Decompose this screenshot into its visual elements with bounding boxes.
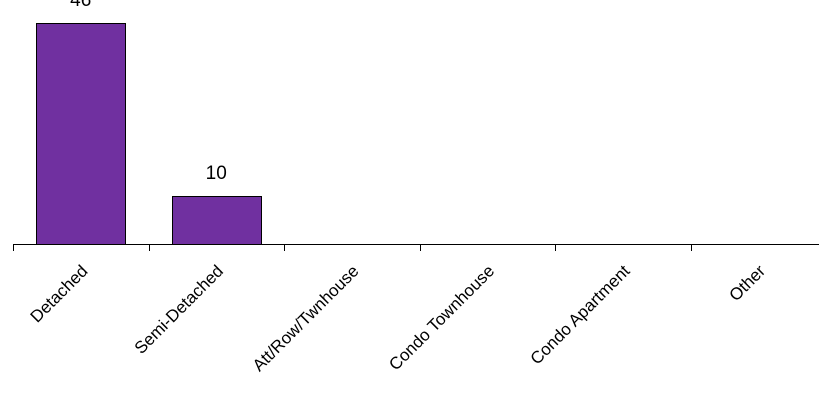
x-tick-label: Condo Apartment	[527, 261, 634, 368]
data-label: 10	[206, 163, 227, 184]
x-tick-label: Semi-Detached	[131, 261, 227, 357]
x-tick-label: Other	[726, 261, 770, 305]
x-axis-ticks	[13, 244, 692, 251]
bars	[36, 23, 262, 245]
bar-detached	[36, 23, 126, 245]
data-label: 46	[70, 0, 91, 11]
x-tick-label: Detached	[27, 261, 92, 326]
x-tick-label: Att/Row/Twnhouse	[249, 261, 363, 375]
x-tick-label: Condo Townhouse	[385, 261, 498, 374]
x-axis-tick-labels: Detached Semi-Detached Att/Row/Twnhouse Con…	[27, 261, 770, 375]
bar-semi-detached	[172, 196, 262, 245]
data-labels: 46 10	[70, 0, 227, 184]
